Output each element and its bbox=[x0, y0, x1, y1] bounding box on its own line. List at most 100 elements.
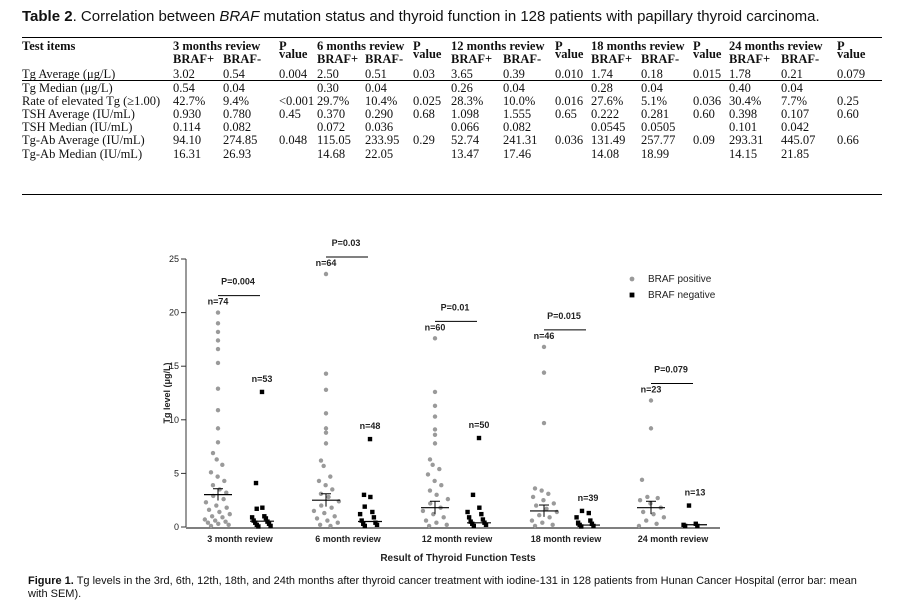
data-point-braf-positive bbox=[215, 474, 220, 479]
table-cell: 0.290 bbox=[365, 107, 394, 122]
data-point-braf-positive bbox=[318, 491, 324, 496]
table-cell: 10.4% bbox=[365, 93, 398, 108]
table-cell: 0.036 bbox=[555, 133, 584, 148]
data-point-braf-negative bbox=[470, 492, 476, 498]
data-point-braf-negative bbox=[682, 523, 688, 529]
figure-caption-label: Figure 1. bbox=[28, 575, 74, 587]
data-point-braf-positive bbox=[432, 414, 438, 419]
data-point-braf-positive bbox=[532, 486, 538, 491]
table-cell: 0.40 bbox=[729, 80, 751, 95]
data-point-braf-positive bbox=[530, 494, 536, 500]
data-point-braf-negative bbox=[695, 523, 700, 529]
data-point-braf-positive bbox=[651, 511, 656, 517]
header-braf-pos: BRAF+ bbox=[729, 52, 771, 67]
table-cell: 0.082 bbox=[503, 120, 532, 135]
data-point-braf-positive bbox=[213, 518, 218, 523]
data-point-braf-negative bbox=[362, 504, 367, 509]
data-point-braf-positive bbox=[644, 518, 649, 523]
data-point-braf-negative bbox=[371, 515, 377, 520]
data-point-braf-positive bbox=[323, 271, 329, 277]
data-point-braf-positive bbox=[432, 441, 438, 446]
data-point-braf-positive bbox=[645, 494, 650, 500]
data-point-braf-positive bbox=[420, 508, 426, 514]
table-cell: 0.29 bbox=[413, 133, 435, 148]
table-label: Table 2 bbox=[22, 8, 73, 25]
data-point-braf-positive bbox=[551, 501, 556, 506]
table-cell: 0.780 bbox=[223, 107, 252, 122]
data-point-braf-positive bbox=[661, 515, 667, 520]
legend-marker-braf-negative bbox=[629, 292, 635, 298]
header-braf-pos: BRAF+ bbox=[591, 52, 633, 67]
table-cell: 14.08 bbox=[591, 146, 620, 161]
data-point-braf-positive bbox=[328, 523, 333, 529]
row-label: Rate of elevated Tg (≥1.00) bbox=[22, 93, 161, 108]
legend-marker-braf-positive bbox=[629, 276, 635, 282]
table-cell: 0.072 bbox=[317, 120, 346, 135]
header-braf-pos: BRAF+ bbox=[317, 52, 359, 67]
data-point-braf-positive bbox=[423, 518, 429, 523]
table-cell: 0.65 bbox=[555, 107, 577, 122]
x-tick-label: 3 month review bbox=[207, 534, 274, 544]
data-point-braf-positive bbox=[215, 360, 221, 366]
table-bottom-rule bbox=[22, 194, 882, 195]
data-point-braf-negative bbox=[466, 515, 472, 520]
data-point-braf-negative bbox=[483, 522, 489, 528]
table-cell: 7.7% bbox=[781, 93, 808, 108]
header-p-3: P bbox=[279, 39, 287, 53]
data-point-braf-positive bbox=[223, 519, 228, 524]
data-point-braf-positive bbox=[215, 329, 221, 335]
header-test-items: Test items bbox=[22, 39, 76, 53]
data-point-braf-positive bbox=[544, 506, 549, 511]
data-point-braf-positive bbox=[215, 346, 221, 352]
data-point-braf-positive bbox=[323, 371, 329, 376]
header-review-24: 24 months review bbox=[729, 39, 823, 53]
data-point-braf-positive bbox=[430, 462, 435, 468]
data-point-braf-positive bbox=[214, 457, 219, 462]
data-point-braf-negative bbox=[465, 509, 470, 515]
table-cell: 10.0% bbox=[503, 93, 536, 108]
data-point-braf-negative bbox=[591, 523, 596, 529]
data-point-braf-positive bbox=[325, 518, 330, 523]
x-tick-label: 24 month review bbox=[638, 534, 710, 544]
table-cell: 29.7% bbox=[317, 93, 350, 108]
figure-caption-text: Tg levels in the 3rd, 6th, 12th, 18th, a… bbox=[28, 575, 857, 600]
data-point-braf-positive bbox=[323, 430, 329, 435]
data-point-braf-positive bbox=[214, 503, 219, 508]
table-cell: 17.46 bbox=[503, 146, 532, 161]
table-cell: 0.30 bbox=[317, 80, 339, 95]
data-point-braf-positive bbox=[432, 336, 438, 341]
data-point-braf-positive bbox=[224, 505, 229, 510]
table-header-rule bbox=[22, 80, 882, 81]
table-cell: 94.10 bbox=[173, 133, 202, 148]
table-cell: 233.95 bbox=[365, 133, 400, 148]
data-point-braf-positive bbox=[335, 520, 340, 525]
data-point-braf-positive bbox=[208, 523, 214, 529]
table-cell: 0.015 bbox=[693, 67, 722, 82]
table-cell: 0.114 bbox=[173, 120, 201, 135]
header-braf-neg: BRAF- bbox=[503, 52, 542, 67]
data-point-braf-positive bbox=[202, 517, 208, 522]
data-point-braf-negative bbox=[263, 516, 269, 521]
row-label: TSH Average (IU/mL) bbox=[22, 107, 135, 122]
p-value-label: P=0.01 bbox=[441, 302, 470, 312]
data-point-braf-positive bbox=[637, 498, 643, 503]
table-cell: 115.05 bbox=[317, 133, 351, 148]
table-cell: 0.26 bbox=[451, 80, 473, 95]
n-label-braf-positive: n=64 bbox=[316, 258, 337, 268]
data-point-braf-negative bbox=[254, 506, 259, 511]
data-point-braf-positive bbox=[444, 522, 449, 528]
table-cell: 1.555 bbox=[503, 107, 532, 122]
header-value: value bbox=[837, 47, 866, 62]
table-cell: 1.78 bbox=[729, 67, 751, 82]
data-point-braf-positive bbox=[323, 482, 328, 488]
table-cell: 30.4% bbox=[729, 93, 762, 108]
table-cell: 0.03 bbox=[413, 67, 435, 82]
table-row: Rate of elevated Tg (≥1.00) 42.7% 9.4% <0.0… bbox=[22, 93, 882, 108]
table-cell: 21.85 bbox=[781, 146, 810, 161]
data-point-braf-positive bbox=[426, 523, 432, 529]
data-point-braf-positive bbox=[432, 432, 438, 438]
header-braf-neg: BRAF- bbox=[365, 52, 404, 67]
data-point-braf-positive bbox=[322, 510, 327, 516]
data-point-braf-positive bbox=[546, 491, 551, 496]
table-row: Tg-Ab Average (IU/mL) 94.10 274.85 0.048 115… bbox=[22, 134, 882, 147]
